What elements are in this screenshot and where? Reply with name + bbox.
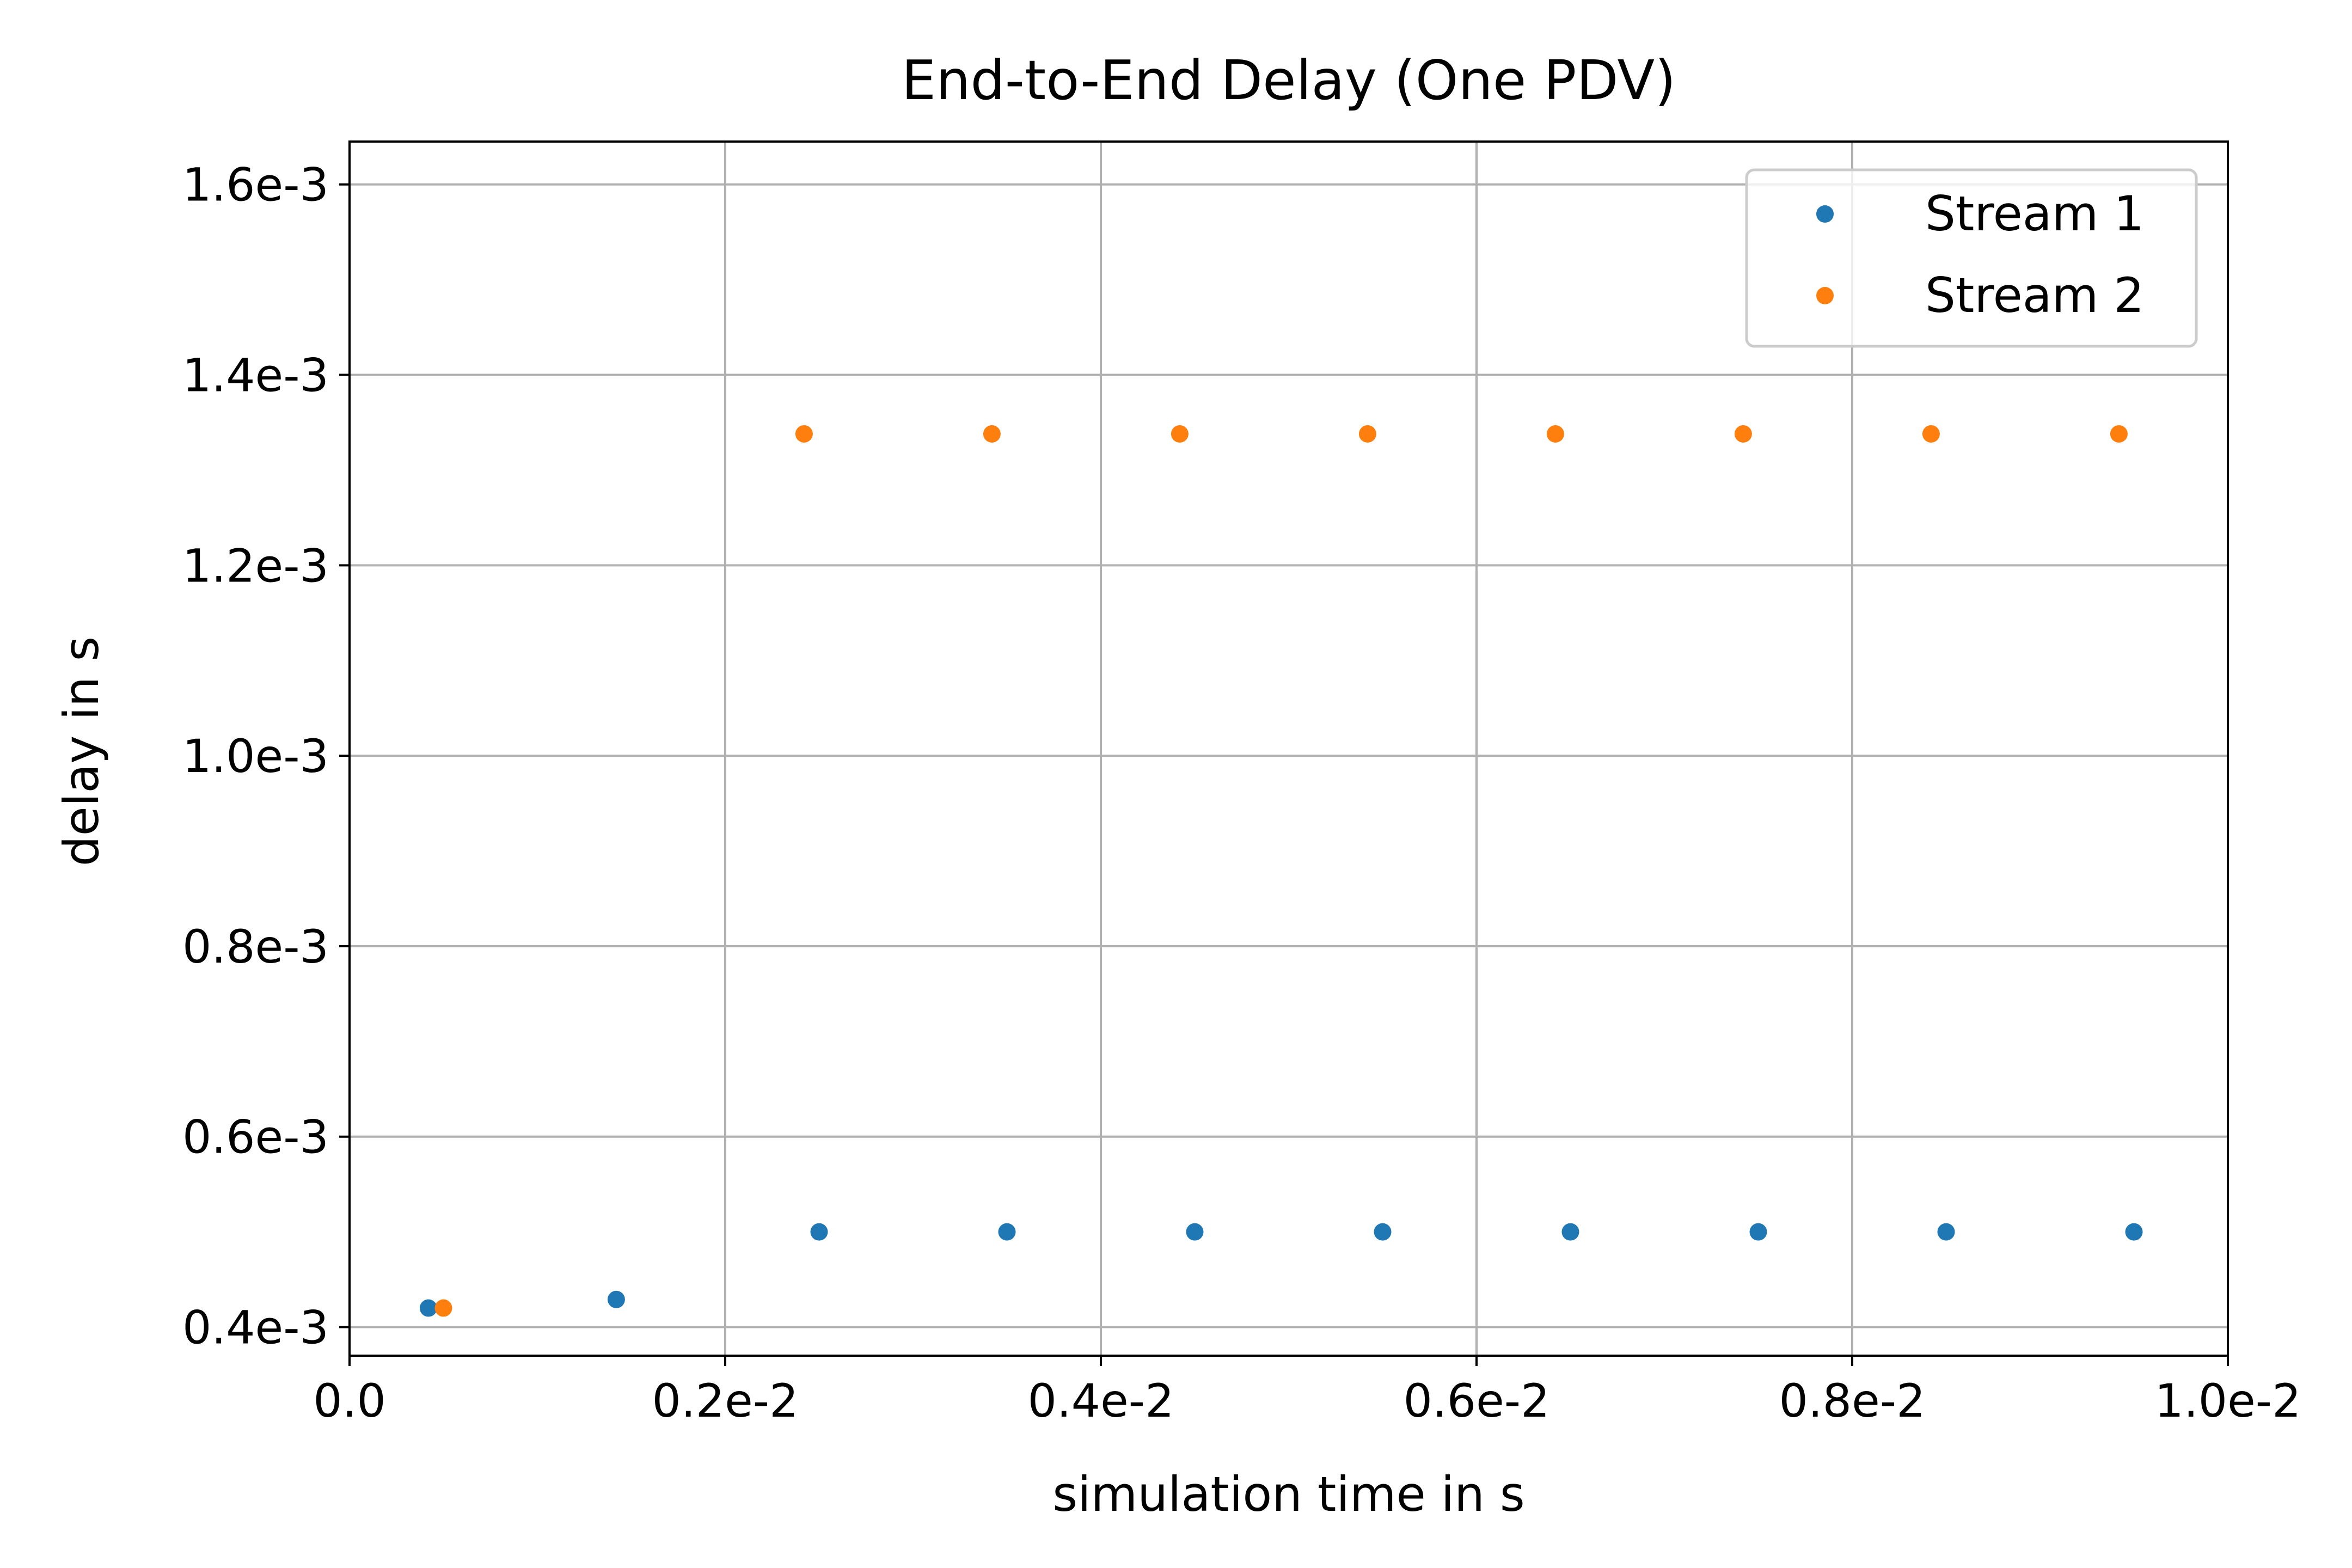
data-point-stream-2 xyxy=(1358,425,1376,443)
x-tick-label: 0.8e-2 xyxy=(1779,1374,1925,1428)
data-point-stream-1 xyxy=(998,1223,1016,1241)
data-point-stream-1 xyxy=(1749,1223,1767,1241)
legend-box xyxy=(1745,168,2198,348)
data-point-stream-2 xyxy=(1546,425,1564,443)
data-point-stream-1 xyxy=(1374,1223,1392,1241)
data-point-stream-1 xyxy=(2125,1223,2143,1241)
x-axis-label: simulation time in s xyxy=(1052,1466,1525,1522)
chart-title: End-to-End Delay (One PDV) xyxy=(902,48,1676,112)
y-tick-label: 1.6e-3 xyxy=(182,158,329,212)
plot-frame xyxy=(348,140,2229,1357)
y-tick-label: 1.4e-3 xyxy=(182,349,329,402)
legend: Stream 1 Stream 2 xyxy=(1745,168,2198,348)
y-tick-label: 0.8e-3 xyxy=(182,920,329,973)
data-point-stream-1 xyxy=(1186,1223,1204,1241)
y-tick-label: 1.0e-3 xyxy=(182,730,329,783)
data-point-stream-1 xyxy=(810,1223,828,1241)
x-tick-label: 0.0 xyxy=(313,1374,386,1428)
data-point-stream-2 xyxy=(1171,425,1189,443)
x-tick-label: 1.0e-2 xyxy=(2154,1374,2301,1428)
data-point-stream-2 xyxy=(434,1299,452,1317)
legend-marker-stream-1 xyxy=(1816,205,1834,223)
data-point-stream-2 xyxy=(2110,425,2128,443)
y-tick-label: 1.2e-3 xyxy=(182,539,329,592)
data-point-stream-2 xyxy=(1734,425,1752,443)
y-axis-label: delay in s xyxy=(53,636,109,866)
axis-ticks: 0.0 0.2e-2 0.4e-2 0.6e-2 0.8e-2 1.0e-2 0.4e-3 0… xyxy=(182,158,2301,1428)
legend-label-stream-2: Stream 2 xyxy=(1925,267,2144,323)
data-point-stream-1 xyxy=(1937,1223,1955,1241)
data-point-stream-2 xyxy=(1922,425,1940,443)
x-tick-label: 0.2e-2 xyxy=(652,1374,798,1428)
x-tick-label: 0.4e-2 xyxy=(1027,1374,1174,1428)
data-point-stream-2 xyxy=(795,425,813,443)
data-point-stream-1 xyxy=(607,1290,625,1308)
y-tick-label: 0.4e-3 xyxy=(182,1301,329,1355)
data-point-stream-1 xyxy=(419,1299,437,1317)
x-tick-label: 0.6e-2 xyxy=(1403,1374,1549,1428)
data-points xyxy=(419,425,2143,1317)
data-point-stream-2 xyxy=(983,425,1001,443)
grid-lines xyxy=(348,142,2229,1356)
y-tick-label: 0.6e-3 xyxy=(182,1111,329,1164)
data-point-stream-1 xyxy=(1561,1223,1579,1241)
legend-marker-stream-2 xyxy=(1816,287,1834,304)
legend-label-stream-1: Stream 1 xyxy=(1925,186,2144,242)
